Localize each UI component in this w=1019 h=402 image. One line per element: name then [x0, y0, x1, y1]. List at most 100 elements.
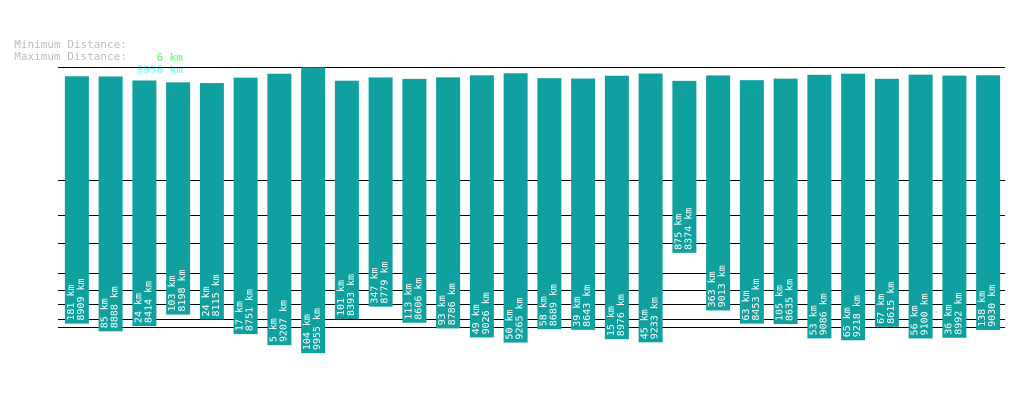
bar-min-label: 50 km: [505, 309, 516, 339]
bar-min-label: 875 km: [673, 214, 684, 250]
bar-min-label: 24 km: [133, 293, 144, 323]
bar-max-label: 9207 km: [278, 300, 289, 342]
distance-bar: [132, 80, 157, 327]
bar-min-label: 56 km: [910, 305, 921, 335]
bar-min-label: 15 km: [606, 306, 617, 336]
distance-bar: [64, 76, 89, 324]
bar-max-label: 8115 km: [211, 274, 222, 316]
bar-max-label: 8909 km: [76, 278, 87, 320]
bar-min-label: 93 km: [437, 295, 448, 325]
bar-group: 24 km 8414 km: [132, 80, 157, 327]
bar-max-label: 9218 km: [852, 295, 863, 337]
bar-min-label: 363 km: [707, 271, 718, 307]
distance-bar: [436, 77, 461, 329]
bar-max-label: 9013 km: [717, 265, 728, 307]
bar-group: 93 km 8786 km: [436, 77, 461, 329]
bar-max-label: 8374 km: [683, 208, 694, 250]
distance-bar: [706, 75, 731, 311]
bar-max-label: 8453 km: [751, 278, 762, 320]
bar-min-label: 105 km: [775, 285, 786, 321]
bar-max-label: 9233 km: [650, 297, 661, 339]
bar-group: 39 km 8643 km: [571, 78, 596, 330]
bar-max-label: 8992 km: [953, 293, 964, 335]
bar-max-label: 8643 km: [582, 285, 593, 327]
bar-max-label: 9026 km: [481, 292, 492, 334]
bar-group: 56 km 9100 km: [908, 74, 933, 339]
bar-max-label: 9100 km: [920, 293, 931, 335]
bar-group: 53 km 9086 km: [807, 74, 832, 339]
bar-group: 181 km 8909 km: [64, 76, 89, 324]
bar-group: 65 km 9218 km: [841, 73, 866, 341]
distance-bar: [976, 75, 1001, 330]
bar-min-label: 67 km: [876, 294, 887, 324]
distance-bar: [334, 80, 359, 320]
bar-min-label: 5 km: [268, 318, 279, 342]
distance-bar: [537, 78, 562, 330]
bar-min-label: 347 km: [370, 268, 381, 304]
bar-max-label: 8606 km: [413, 278, 424, 320]
bar-min-label: 58 km: [538, 296, 549, 326]
bar-min-label: 49 km: [471, 304, 482, 334]
bar-min-label: 17 km: [235, 301, 246, 331]
bar-group: 85 km 8888 km: [98, 76, 123, 332]
bar-min-label: 65 km: [842, 307, 853, 337]
bar-min-label: 103 km: [167, 275, 178, 311]
bar-min-label: 36 km: [943, 305, 954, 335]
distance-bar: [233, 77, 258, 335]
distance-bar: [908, 74, 933, 339]
distance-bar: [638, 73, 663, 343]
bar-max-label: 8786 km: [447, 283, 458, 325]
bar-min-label: 24 km: [201, 286, 212, 316]
bar-max-label: 8779 km: [380, 261, 391, 303]
distance-bar: [166, 82, 191, 315]
distance-bar: [604, 75, 629, 340]
bar-max-label: 9955 km: [312, 308, 323, 350]
distance-bar: [402, 78, 427, 323]
maximum-distance-row: Maximum Distance: 9956 km: [1, 37, 183, 76]
bar-min-label: 63 km: [741, 291, 752, 321]
bar-group: 50 km 9265 km: [503, 73, 528, 343]
minimum-distance-label: Minimum Distance:: [14, 38, 127, 51]
distance-bar: [469, 75, 494, 338]
bar-min-label: 181 km: [66, 284, 77, 320]
bar-group: 101 km 8393 km: [334, 80, 359, 320]
distance-bar: [739, 80, 764, 324]
bar-group: 875 km 8374 km: [672, 80, 697, 253]
bar-group: 63 km 8453 km: [739, 80, 764, 324]
bar-max-label: 8393 km: [346, 274, 357, 316]
distance-bar: [267, 73, 292, 346]
bar-min-label: 39 km: [572, 297, 583, 327]
bar-group: 24 km 8115 km: [199, 83, 224, 320]
bar-group: 58 km 8689 km: [537, 78, 562, 330]
bar-group: 36 km 8992 km: [942, 75, 967, 338]
bar-group: 5 km 9207 km: [267, 73, 292, 346]
distance-bar: [301, 67, 326, 354]
bar-max-label: 8888 km: [110, 286, 121, 328]
bar-max-label: 8689 km: [548, 284, 559, 326]
distance-bar: [874, 78, 899, 327]
bar-group: 15 km 8976 km: [604, 75, 629, 340]
bar-max-label: 8751 km: [245, 289, 256, 331]
distance-bar: [199, 83, 224, 320]
bar-group: 105 km 8635 km: [773, 78, 798, 325]
distance-bar: [503, 73, 528, 343]
bar-group: 45 km 9233 km: [638, 73, 663, 343]
bar-min-label: 138 km: [977, 291, 988, 327]
bar-group: 113 km 8606 km: [402, 78, 427, 323]
bar-max-label: 8635 km: [785, 279, 796, 321]
bar-max-label: 9030 km: [987, 285, 998, 327]
bar-group: 49 km 9026 km: [469, 75, 494, 338]
minimum-distance-value: 6 km: [156, 51, 184, 64]
bar-min-label: 101 km: [336, 280, 347, 316]
distance-bar: [672, 80, 697, 253]
bar-max-label: 8615 km: [886, 282, 897, 324]
maximum-distance-value: 9956 km: [136, 63, 183, 76]
maximum-distance-label: Maximum Distance:: [14, 50, 127, 63]
bar-min-label: 45 km: [640, 309, 651, 339]
bar-min-label: 85 km: [100, 298, 111, 328]
distance-bar: [841, 73, 866, 341]
minimum-distance-row: Minimum Distance: 6 km: [1, 25, 183, 64]
bar-max-label: 9086 km: [818, 293, 829, 335]
bar-min-label: 53 km: [808, 305, 819, 335]
